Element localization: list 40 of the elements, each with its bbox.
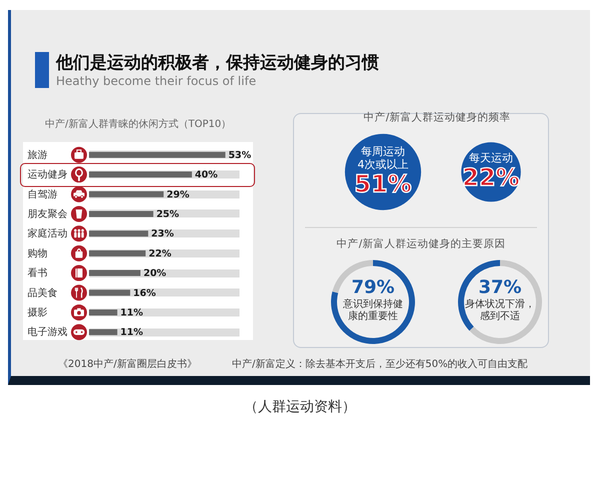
text: （人群运动资料） — [243, 398, 357, 416]
text: 中产/新富定义：除去基本开支后，至少还有50%的收入可自由支配 — [232, 359, 528, 371]
y-tick-label: 摄影 — [28, 306, 48, 318]
y-tick-label: 看书 — [28, 267, 48, 280]
text: 他们是运动的积极者，保持运动健身的习惯 — [56, 53, 379, 73]
bar — [89, 329, 118, 336]
y-tick-label: 品美食 — [28, 286, 58, 299]
data-label: 25% — [156, 208, 180, 220]
data-label: 23% — [151, 228, 174, 240]
y-tick-label: 自驾游 — [28, 188, 58, 200]
bar — [89, 309, 118, 316]
data-label: 22% — [148, 248, 172, 260]
text: Heathy become their focus of life — [56, 74, 256, 88]
donut-slice — [331, 260, 415, 344]
category-label: 每周运动4次或以上 — [358, 145, 408, 171]
data-label: 20% — [143, 268, 167, 280]
slice-label: 意识到保持健康的重要性 — [342, 298, 403, 322]
data-label: 37% — [478, 277, 522, 298]
y-tick-label: 旅游 — [28, 148, 48, 161]
data-label: 53% — [228, 150, 252, 161]
data-label: 79% — [351, 277, 395, 298]
slice-label: 身体状况下滑，感到不适 — [465, 298, 535, 322]
data-label: 51% — [354, 170, 412, 198]
chart-title: 中产/新富人群青睐的休闲方式（TOP10） — [45, 118, 232, 130]
data-label: 11% — [120, 327, 144, 338]
y-tick-label: 购物 — [28, 248, 48, 260]
bar — [89, 290, 130, 296]
text: 中产/新富人群运动健身的频率 — [364, 110, 510, 124]
chart-title: 中产/新富人群运动健身的主要原因 — [336, 238, 506, 251]
y-tick-label: 朋友聚会 — [28, 208, 68, 220]
text: 《2018中产/新富圈层白皮书》 — [58, 359, 197, 371]
data-label: 11% — [120, 307, 144, 318]
data-label: 16% — [133, 288, 156, 299]
category-label: 每天运动 — [469, 152, 513, 164]
y-tick-label: 运动健身 — [28, 168, 68, 181]
y-tick-label: 电子游戏 — [28, 326, 68, 338]
y-tick-label: 家庭活动 — [28, 228, 68, 240]
data-label: 22% — [462, 164, 520, 192]
data-label: 29% — [166, 189, 190, 200]
data-label: 40% — [194, 170, 218, 181]
